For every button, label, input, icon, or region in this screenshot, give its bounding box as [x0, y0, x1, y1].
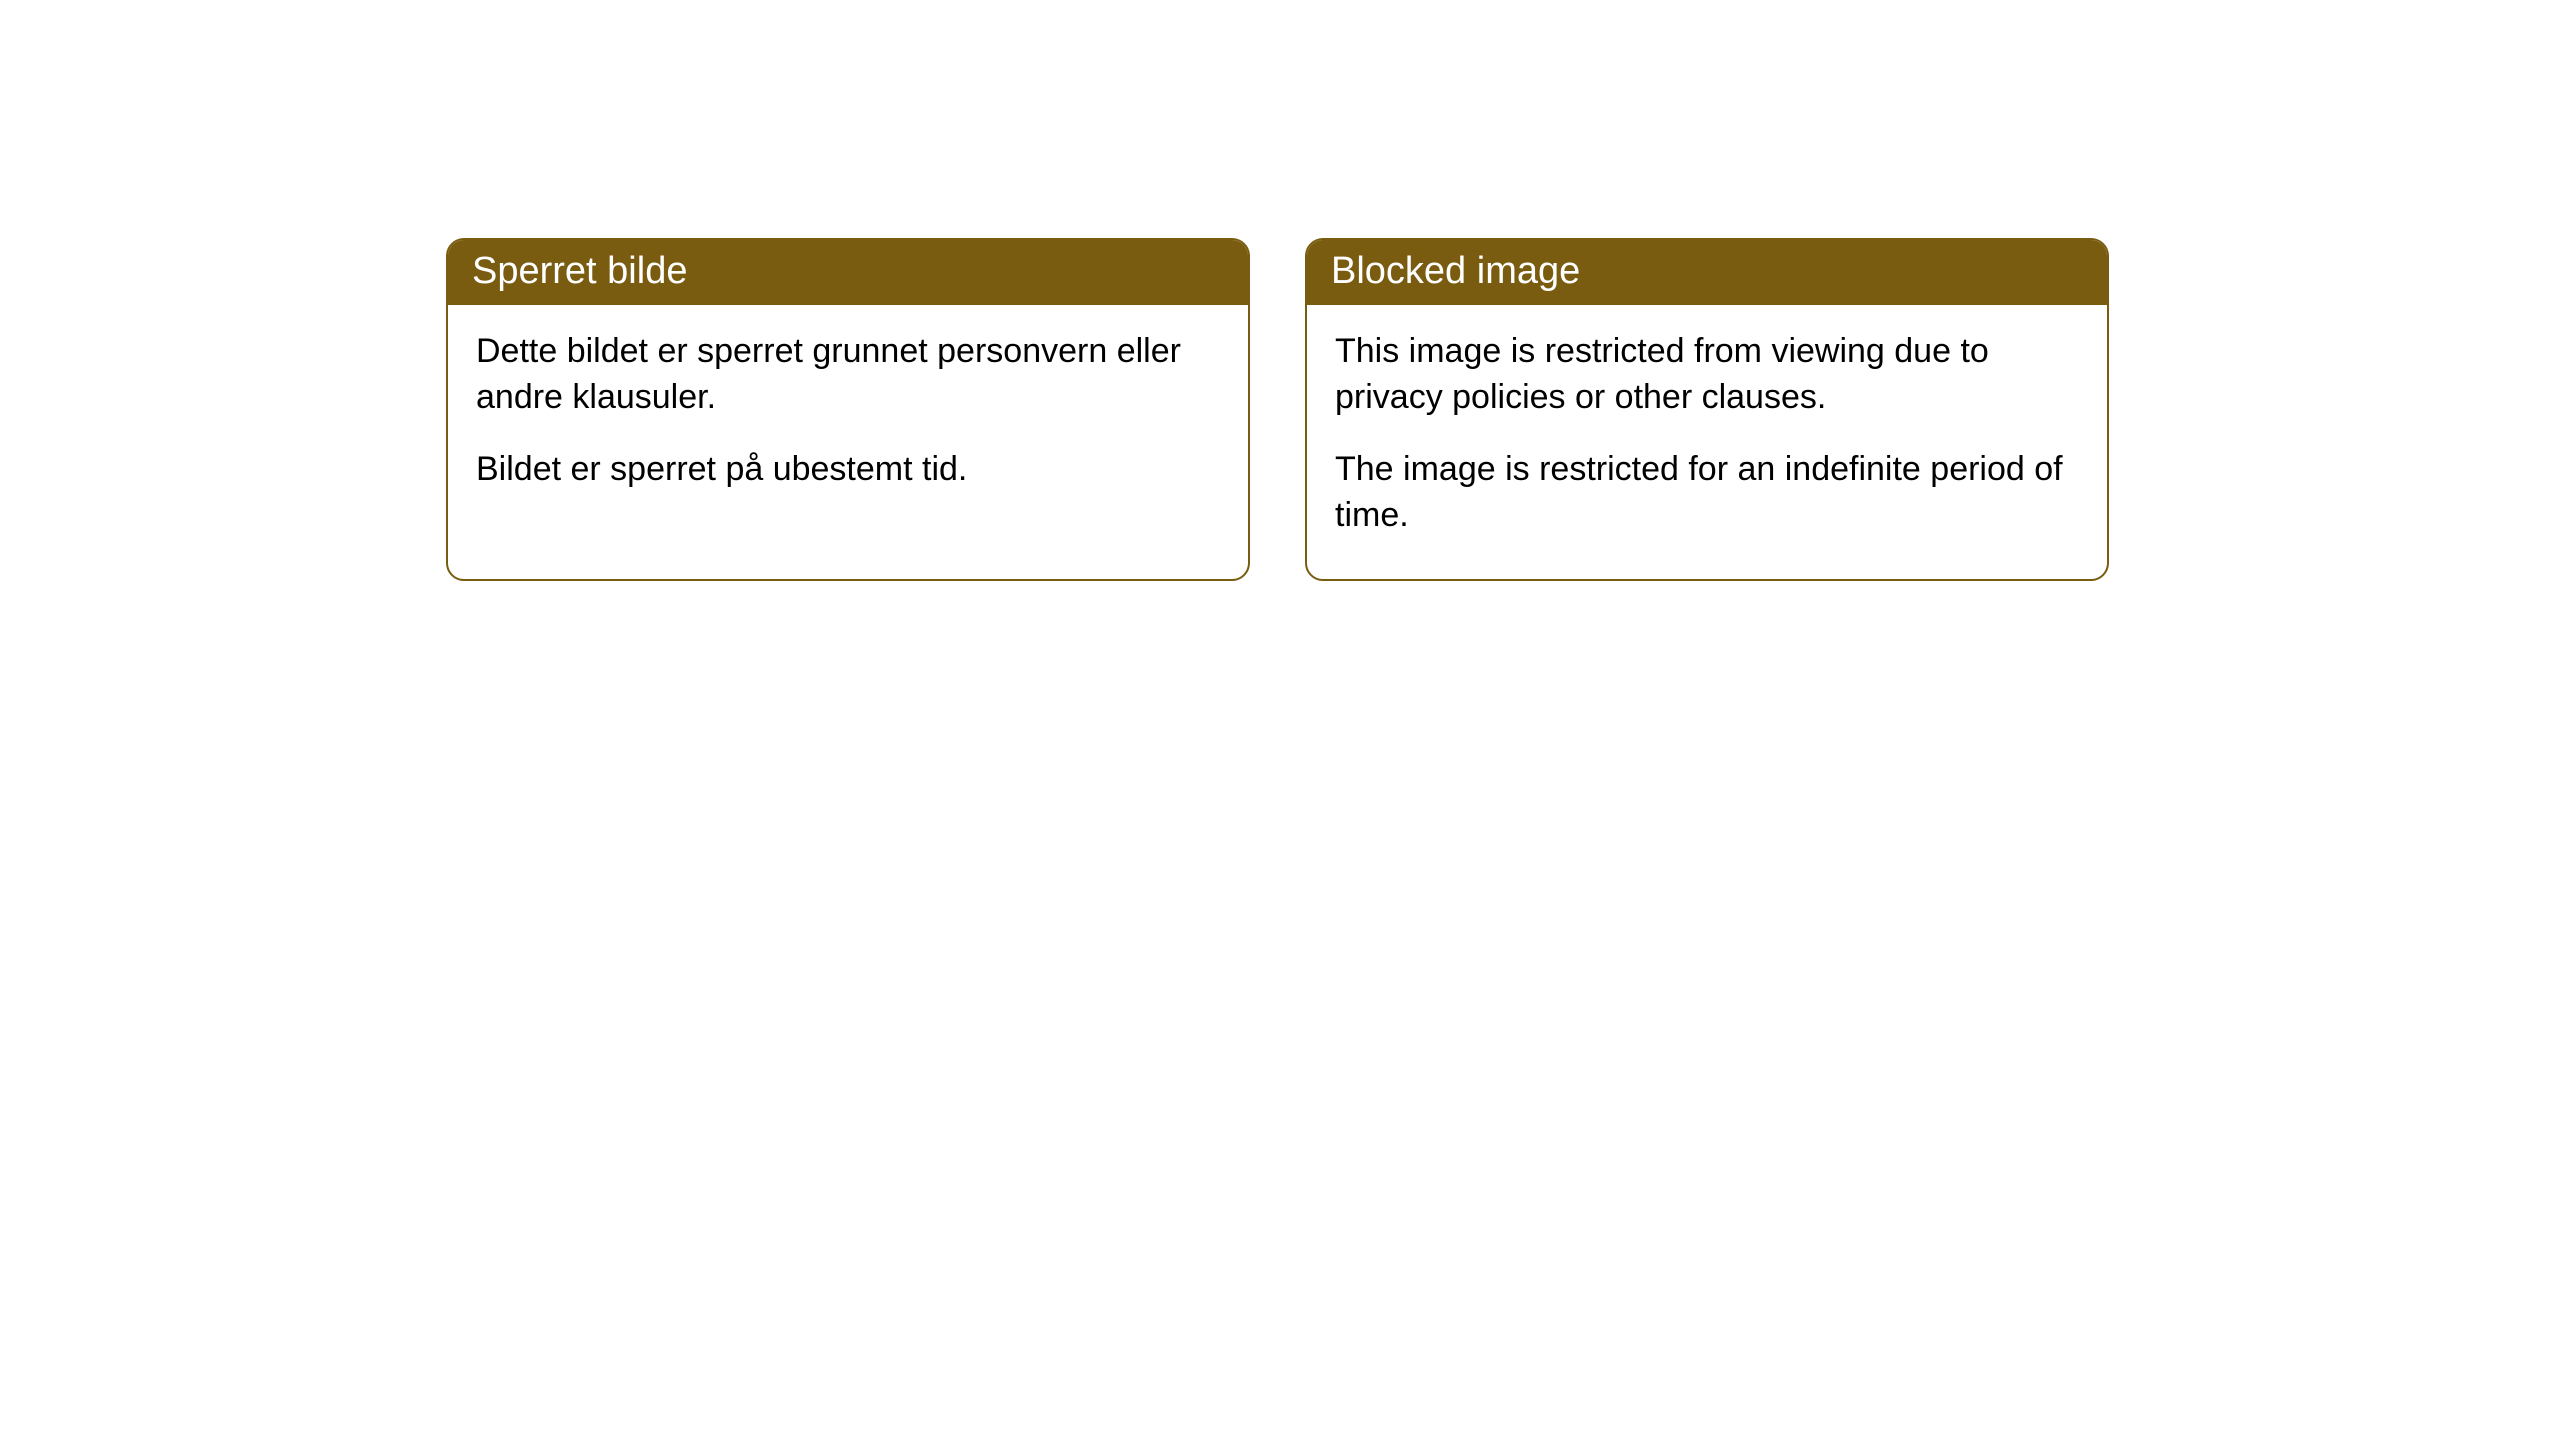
notice-header-norwegian: Sperret bilde	[448, 240, 1248, 305]
notice-text-norwegian-1: Dette bildet er sperret grunnet personve…	[476, 329, 1220, 421]
notice-card-english: Blocked image This image is restricted f…	[1305, 238, 2109, 581]
notice-body-norwegian: Dette bildet er sperret grunnet personve…	[448, 305, 1248, 533]
notice-text-english-1: This image is restricted from viewing du…	[1335, 329, 2079, 421]
notice-header-english: Blocked image	[1307, 240, 2107, 305]
notice-text-english-2: The image is restricted for an indefinit…	[1335, 447, 2079, 539]
notice-card-norwegian: Sperret bilde Dette bildet er sperret gr…	[446, 238, 1250, 581]
notice-container: Sperret bilde Dette bildet er sperret gr…	[446, 238, 2109, 581]
notice-body-english: This image is restricted from viewing du…	[1307, 305, 2107, 579]
notice-title-norwegian: Sperret bilde	[472, 250, 687, 292]
notice-text-norwegian-2: Bildet er sperret på ubestemt tid.	[476, 447, 1220, 493]
notice-title-english: Blocked image	[1331, 250, 1580, 292]
